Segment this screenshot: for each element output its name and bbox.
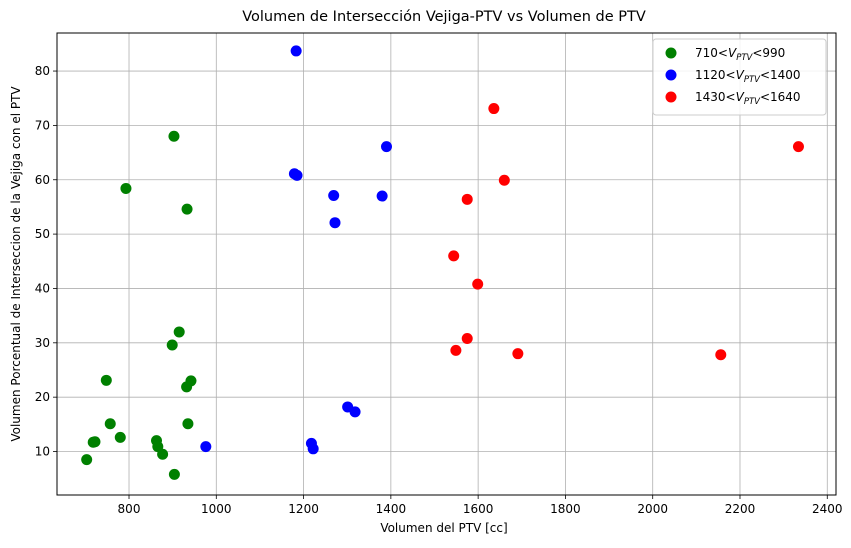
data-point-series-1	[181, 203, 193, 215]
data-point-series-3	[498, 174, 510, 186]
data-point-series-1	[185, 375, 197, 387]
data-point-series-1	[104, 418, 116, 430]
x-tick-label: 800	[118, 502, 141, 516]
x-axis-title: Volumen del PTV [cc]	[380, 521, 507, 535]
data-point-series-1	[157, 448, 169, 460]
y-tick-label: 20	[35, 390, 50, 404]
data-point-series-3	[448, 250, 460, 262]
data-point-series-2	[307, 443, 319, 455]
plot-area-frame	[56, 32, 837, 496]
chart-title: Volumen de Intersección Vejiga-PTV vs Vo…	[242, 9, 646, 25]
data-point-series-1	[89, 436, 101, 448]
y-tick-label: 50	[35, 227, 50, 241]
x-tick-label: 2000	[637, 502, 668, 516]
data-point-series-1	[173, 326, 185, 338]
legend-box	[652, 38, 827, 116]
data-point-series-3	[715, 349, 727, 361]
y-tick-label: 80	[35, 64, 50, 78]
data-point-series-3	[450, 344, 462, 356]
y-axis-title: Volumen Porcentual de Interseccion de la…	[9, 86, 23, 442]
x-tick-label: 1200	[288, 502, 319, 516]
x-tick-label: 1000	[201, 502, 232, 516]
y-tick-label: 30	[35, 336, 50, 350]
y-tick-label: 60	[35, 173, 50, 187]
data-point-series-2	[349, 406, 361, 418]
data-point-series-2	[200, 441, 212, 453]
data-point-series-1	[166, 339, 178, 351]
axis-ticks: 800 1000 1200 1400 1600 1800 2000 2200 2400 10 20 3…	[35, 64, 843, 516]
data-point-series-2	[328, 190, 340, 202]
data-point-series-1	[114, 431, 126, 443]
data-point-series-2	[376, 190, 388, 202]
legend-marker	[665, 91, 677, 103]
data-point-series-3	[461, 332, 473, 344]
data-point-series-1	[168, 130, 180, 142]
x-tick-label: 1600	[463, 502, 494, 516]
data-points	[81, 45, 804, 480]
data-point-series-3	[461, 193, 473, 205]
data-point-series-2	[291, 169, 303, 181]
data-point-series-1	[81, 454, 93, 466]
data-point-series-1	[182, 418, 194, 430]
data-point-series-3	[472, 278, 484, 290]
legend-label: 1120<VPTV<1400	[695, 68, 801, 85]
legend-marker	[665, 47, 677, 59]
y-tick-label: 10	[35, 445, 50, 459]
x-tick-label: 1800	[550, 502, 581, 516]
x-tick-label: 2400	[812, 502, 843, 516]
y-tick-label: 70	[35, 118, 50, 132]
data-point-series-2	[380, 141, 392, 153]
data-point-series-3	[792, 141, 804, 153]
legend-label: 710<VPTV<990	[695, 46, 785, 63]
data-point-series-3	[488, 103, 500, 115]
legend-marker	[665, 69, 677, 81]
x-tick-label: 1400	[376, 502, 407, 516]
legend-label: 1430<VPTV<1640	[695, 90, 801, 107]
data-point-series-3	[512, 348, 524, 360]
legend: 710<VPTV<990 1120<VPTV<1400 1430<VPTV<1640	[652, 38, 827, 116]
data-point-series-1	[168, 468, 180, 480]
x-tick-label: 2200	[725, 502, 756, 516]
y-tick-label: 40	[35, 281, 50, 295]
data-point-series-1	[100, 374, 112, 386]
data-point-series-2	[290, 45, 302, 57]
data-point-series-1	[120, 182, 132, 194]
data-point-series-2	[329, 217, 341, 229]
